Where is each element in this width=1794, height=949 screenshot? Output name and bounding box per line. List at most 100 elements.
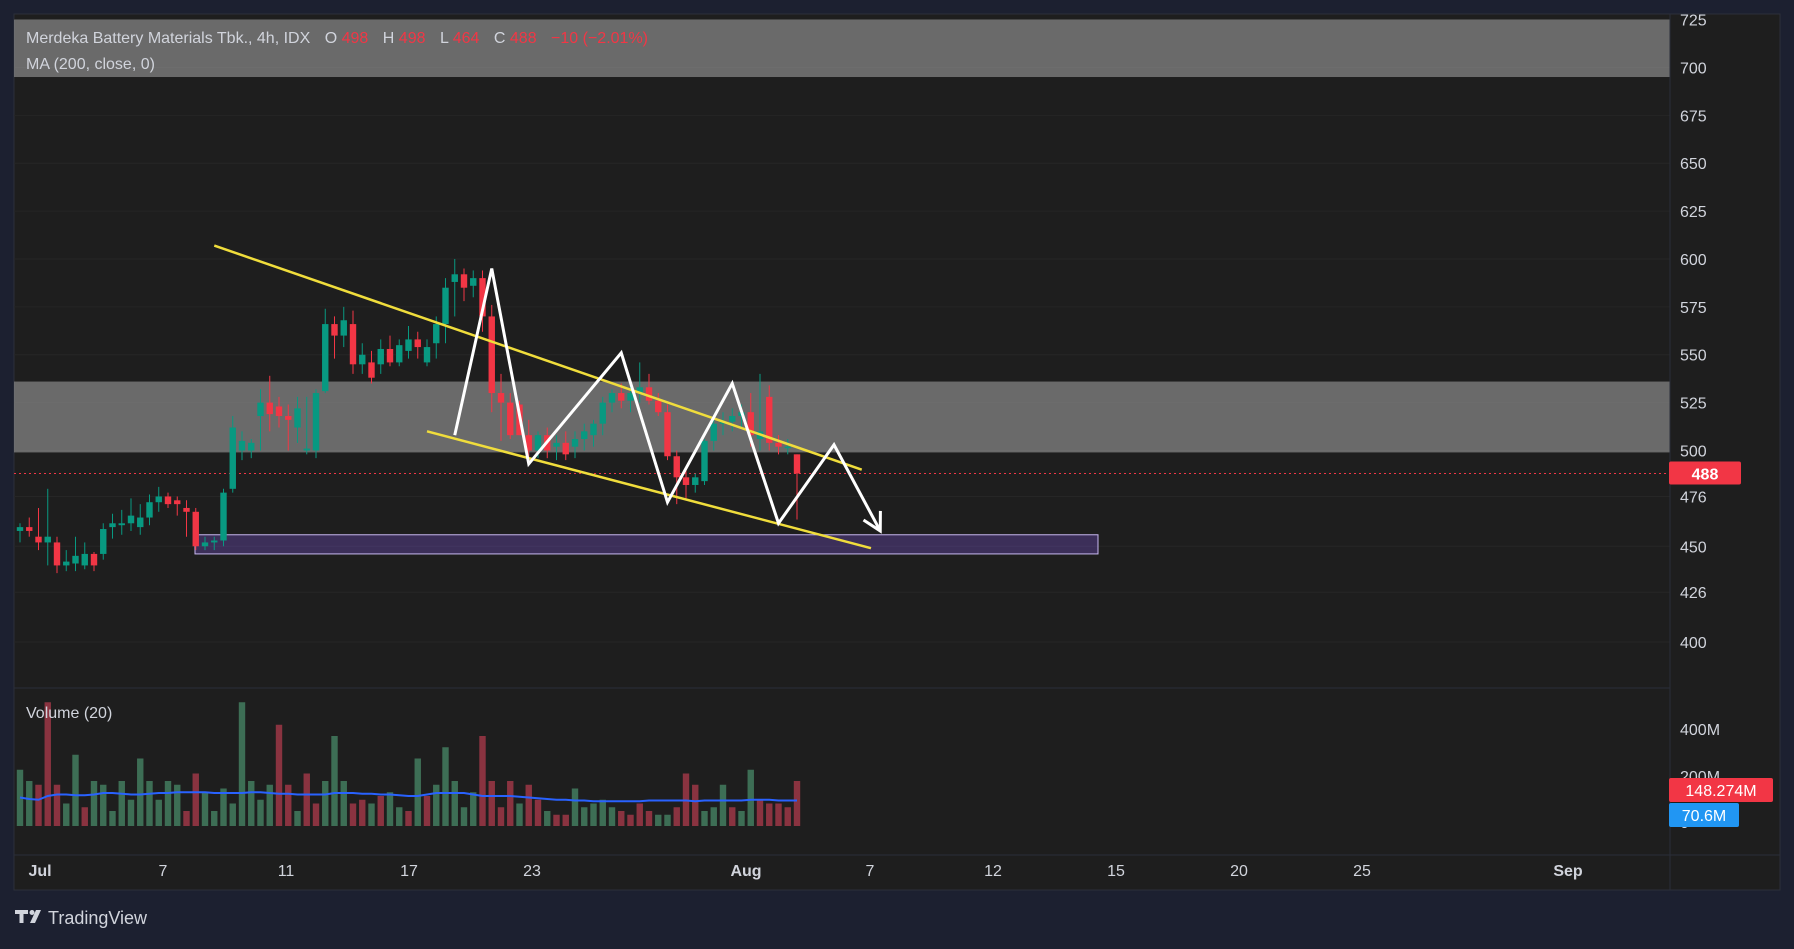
volume-bar-58[interactable]: [553, 814, 560, 826]
volume-bar-67[interactable]: [636, 803, 643, 827]
candle-body-14[interactable]: [146, 502, 153, 518]
candle-body-71[interactable]: [673, 456, 680, 478]
volume-bar-57[interactable]: [544, 811, 551, 826]
candle-body-62[interactable]: [590, 423, 597, 436]
volume-bar-40[interactable]: [386, 792, 394, 826]
candle-body-77[interactable]: [729, 416, 736, 422]
candle-body-60[interactable]: [571, 439, 579, 447]
volume-bar-7[interactable]: [81, 807, 88, 826]
candle-body-28[interactable]: [275, 406, 283, 417]
volume-bar-9[interactable]: [100, 784, 107, 826]
volume-bar-63[interactable]: [599, 799, 606, 826]
volume-bar-30[interactable]: [294, 811, 301, 826]
candle-body-10[interactable]: [109, 523, 116, 528]
candle-body-64[interactable]: [608, 393, 616, 403]
candle-body-32[interactable]: [312, 393, 320, 451]
candle-body-48[interactable]: [460, 274, 468, 288]
volume-bar-79[interactable]: [747, 769, 754, 826]
candle-body-16[interactable]: [164, 496, 172, 505]
candle-body-19[interactable]: [192, 511, 199, 547]
projected-zigzag-path[interactable]: [453, 268, 882, 532]
candle-body-1[interactable]: [26, 527, 33, 531]
candle-body-70[interactable]: [664, 412, 671, 457]
candle-body-74[interactable]: [701, 440, 708, 482]
volume-bar-10[interactable]: [109, 811, 116, 826]
volume-bar-46[interactable]: [442, 747, 449, 826]
drawings[interactable]: [213, 244, 882, 550]
candle-body-24[interactable]: [238, 440, 246, 451]
volume-bar-18[interactable]: [183, 811, 190, 826]
candle-body-30[interactable]: [294, 408, 301, 428]
volume-bar-20[interactable]: [201, 792, 209, 826]
candle-body-67[interactable]: [636, 387, 643, 394]
candle-body-23[interactable]: [229, 427, 236, 489]
candle-body-46[interactable]: [442, 287, 449, 325]
volume-bar-69[interactable]: [655, 814, 662, 826]
volume-bar-2[interactable]: [35, 784, 42, 826]
candle-body-68[interactable]: [645, 387, 653, 401]
volume-bar-55[interactable]: [525, 784, 532, 826]
volume-bar-19[interactable]: [192, 773, 199, 827]
candle-body-58[interactable]: [553, 442, 560, 447]
candle-body-7[interactable]: [81, 553, 88, 566]
volume-bar-73[interactable]: [692, 784, 699, 826]
volume-bar-60[interactable]: [571, 788, 579, 827]
candle-body-51[interactable]: [488, 316, 495, 394]
candle-body-29[interactable]: [285, 416, 292, 420]
volume-bar-66[interactable]: [627, 814, 634, 826]
candle-body-21[interactable]: [211, 540, 218, 543]
volume-bar-54[interactable]: [516, 803, 523, 827]
volume-bar-61[interactable]: [581, 807, 588, 826]
candle-body-0[interactable]: [16, 527, 24, 531]
volume-bar-35[interactable]: [340, 781, 347, 826]
volume-bar-78[interactable]: [738, 811, 745, 826]
candle-body-13[interactable]: [137, 517, 144, 528]
candle-body-25[interactable]: [248, 442, 255, 451]
volume-bar-32[interactable]: [312, 803, 320, 827]
volume-bar-21[interactable]: [211, 811, 218, 826]
volume-bar-71[interactable]: [673, 807, 680, 826]
candle-body-12[interactable]: [127, 515, 135, 524]
volume-bar-49[interactable]: [470, 792, 477, 826]
volume-bar-64[interactable]: [608, 807, 616, 826]
volume-bar-59[interactable]: [562, 814, 569, 826]
candle-body-3[interactable]: [44, 536, 51, 543]
candle-body-31[interactable]: [303, 448, 310, 451]
volume-bar-37[interactable]: [359, 799, 366, 826]
candle-body-43[interactable]: [414, 339, 421, 348]
volume-bar-81[interactable]: [766, 803, 773, 827]
candle-body-84[interactable]: [793, 454, 801, 474]
candle-body-17[interactable]: [174, 500, 181, 505]
candle-body-27[interactable]: [266, 402, 273, 415]
candle-body-26[interactable]: [257, 402, 264, 417]
volume-bar-42[interactable]: [405, 811, 412, 826]
volume-bar-56[interactable]: [534, 799, 542, 826]
candle-body-79[interactable]: [747, 412, 754, 436]
volume-bar-26[interactable]: [257, 799, 264, 826]
volume-bar-47[interactable]: [451, 781, 458, 826]
candle-body-37[interactable]: [359, 354, 366, 365]
volume-bar-39[interactable]: [377, 796, 384, 826]
volume-bar-44[interactable]: [423, 796, 431, 826]
candle-body-11[interactable]: [118, 523, 125, 526]
candle-body-59[interactable]: [562, 442, 569, 455]
candle-body-33[interactable]: [322, 324, 329, 392]
volume-bar-22[interactable]: [220, 788, 227, 827]
volume-bar-4[interactable]: [53, 784, 61, 826]
candle-body-72[interactable]: [682, 477, 690, 485]
candle-body-20[interactable]: [201, 542, 209, 547]
candle-body-65[interactable]: [618, 393, 625, 401]
volume-bar-23[interactable]: [229, 803, 236, 827]
candle-body-83[interactable]: [784, 446, 791, 449]
volume-bar-68[interactable]: [645, 811, 653, 826]
candle-body-53[interactable]: [507, 402, 514, 436]
candle-body-2[interactable]: [35, 536, 42, 543]
candle-body-39[interactable]: [377, 348, 384, 365]
volume-bar-12[interactable]: [127, 799, 135, 826]
candle-body-66[interactable]: [627, 393, 634, 401]
wedge-upper-trendline[interactable]: [213, 244, 863, 471]
candle-body-81[interactable]: [766, 396, 773, 443]
volume-bar-15[interactable]: [155, 799, 162, 826]
candle-body-55[interactable]: [525, 435, 532, 451]
candle-body-5[interactable]: [63, 561, 70, 566]
